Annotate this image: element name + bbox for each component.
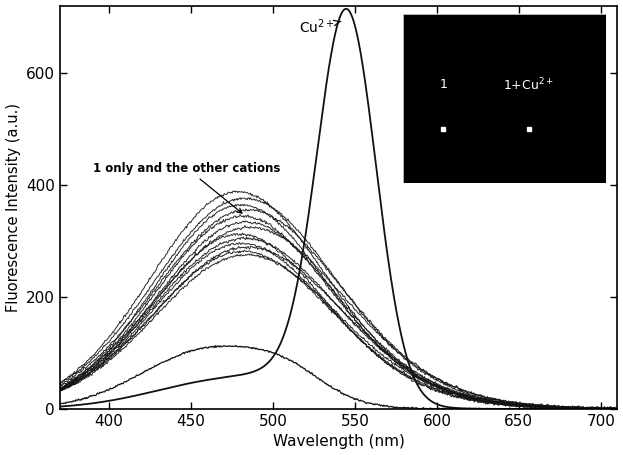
X-axis label: Wavelength (nm): Wavelength (nm) (273, 435, 404, 450)
Text: 1 only and the other cations: 1 only and the other cations (93, 162, 280, 213)
Text: Cu$^{2+}$: Cu$^{2+}$ (300, 18, 341, 36)
Y-axis label: Fluorescence Intensity (a.u.): Fluorescence Intensity (a.u.) (6, 103, 21, 312)
